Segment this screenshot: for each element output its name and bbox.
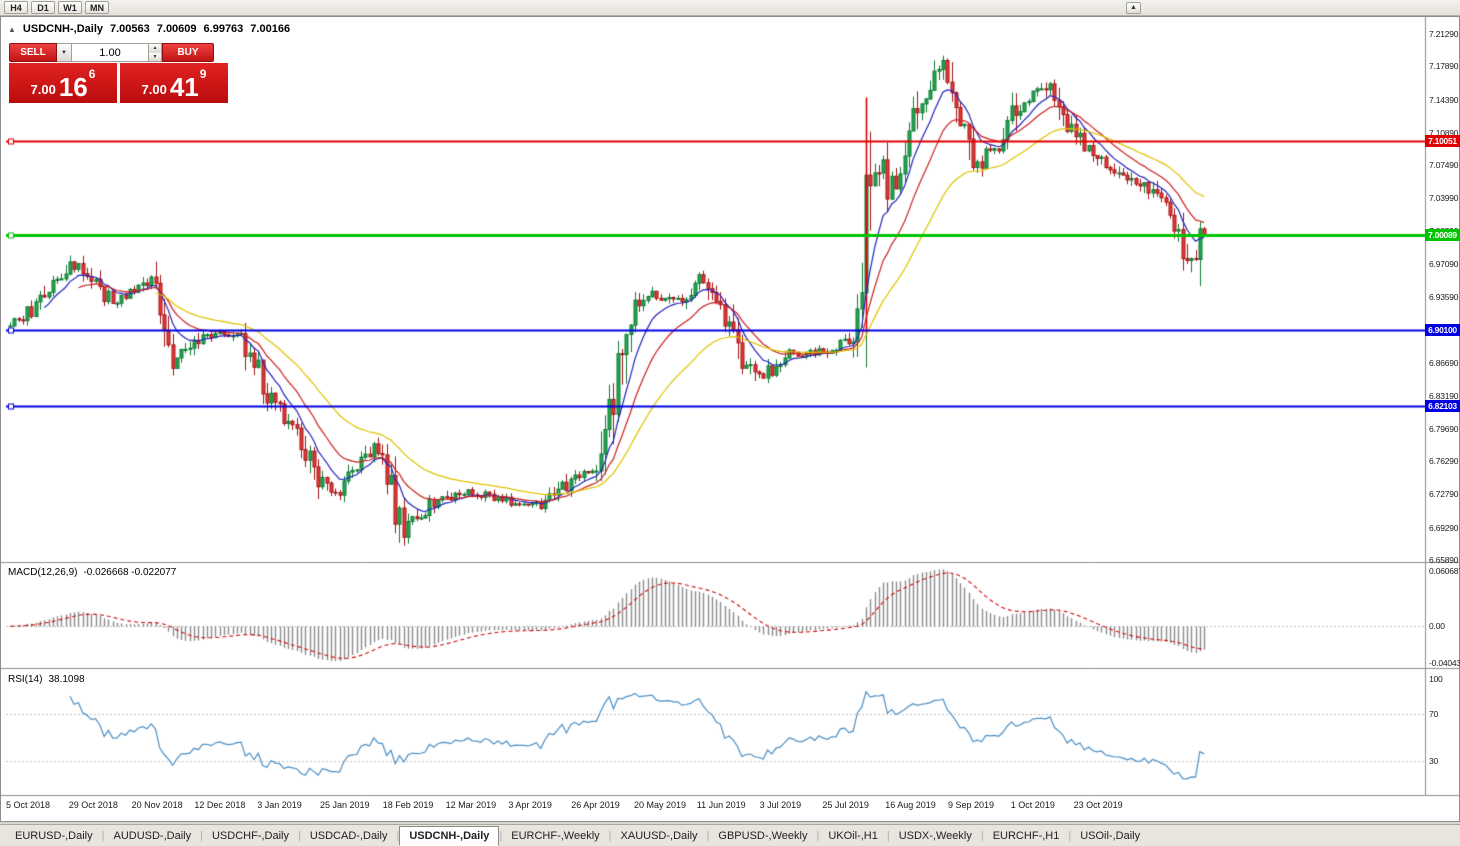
chart-tab-usdcad-daily[interactable]: USDCAD-,Daily	[309, 829, 388, 842]
volume-input[interactable]	[72, 43, 149, 62]
chart-tab-bar: EURUSD-,Daily | AUDUSD-,Daily | USDCHF-,Dail…	[0, 824, 1460, 846]
buy-price-big-figure: 7.00	[141, 82, 167, 97]
symbol-period-label: USDCNH-,Daily	[22, 23, 103, 35]
chart-tab-usdchf-daily[interactable]: USDCHF-,Daily	[211, 829, 289, 842]
chart-shift-icon[interactable]: ▲	[1126, 2, 1141, 14]
buy-price-box[interactable]: 7.00 41 9	[120, 63, 228, 103]
volume-stepper[interactable]: ▲ ▼	[149, 43, 162, 62]
timeframe-button[interactable]: MN	[85, 1, 109, 14]
chart-tab-usdcnh-daily[interactable]: USDCNH-,Daily	[399, 826, 500, 846]
buy-button[interactable]: BUY	[162, 43, 214, 62]
macd-title: MACD(12,26,9)	[8, 567, 78, 578]
stepper-down-icon[interactable]: ▼	[149, 52, 161, 61]
chart-canvas[interactable]	[1, 17, 1459, 821]
timeframe-button[interactable]: W1	[58, 1, 82, 14]
chart-tab-usoil-daily[interactable]: USOil-,Daily	[1080, 829, 1141, 842]
buy-price-pipette: 9	[199, 67, 207, 81]
timeframe-button[interactable]: D1	[31, 1, 55, 14]
chevron-down-icon: ▼	[61, 49, 67, 56]
sell-price-pipette: 6	[88, 67, 96, 81]
chart-tab-eurusd-daily[interactable]: EURUSD-,Daily	[15, 829, 93, 842]
tab-separator: |	[101, 829, 105, 842]
tab-separator: |	[886, 829, 890, 842]
volume-dropdown-button[interactable]: ▼	[57, 43, 72, 62]
one-click-trading-panel: SELL ▼ ▲ ▼ BUY 7.00 16 6 7.00 41 9	[9, 43, 228, 103]
tab-separator: |	[396, 829, 400, 842]
timeframe-button[interactable]: H4	[4, 1, 28, 14]
macd-indicator-label: MACD(12,26,9) -0.026668 -0.022077	[8, 567, 176, 578]
tab-separator: |	[608, 829, 612, 842]
sell-price-big-figure: 7.00	[30, 82, 56, 97]
sell-button[interactable]: SELL	[9, 43, 57, 62]
tab-separator: |	[1068, 829, 1072, 842]
tab-separator: |	[499, 829, 503, 842]
chart-tab-xauusd-daily[interactable]: XAUUSD-,Daily	[620, 829, 698, 842]
stepper-up-icon[interactable]: ▲	[149, 44, 161, 53]
rsi-value: 38.1098	[48, 674, 85, 685]
chart-tab-ukoil-h1[interactable]: UKOil-,H1	[828, 829, 878, 842]
chart-tab-eurchf-h1[interactable]: EURCHF-,H1	[992, 829, 1060, 842]
low-value: 6.99763	[203, 23, 244, 35]
rsi-indicator-label: RSI(14) 38.1098	[8, 674, 85, 685]
timeframe-toolbar: H4 D1 W1 MN ▲	[0, 0, 1460, 16]
open-value: 7.00563	[110, 23, 150, 35]
buy-price-pips: 41	[169, 72, 199, 102]
close-value: 7.00166	[250, 23, 291, 35]
tab-separator: |	[816, 829, 820, 842]
sell-price-box[interactable]: 7.00 16 6	[9, 63, 117, 103]
chart-tab-audusd-daily[interactable]: AUDUSD-,Daily	[113, 829, 192, 842]
one-click-collapse-icon[interactable]: ▲	[8, 24, 16, 34]
chart-window: 7.21290 7.17890 7.14390 7.10890 7.07490 7.039…	[0, 16, 1460, 822]
macd-values: -0.026668 -0.022077	[83, 567, 177, 578]
tab-separator: |	[980, 829, 984, 842]
tab-separator: |	[297, 829, 301, 842]
tab-separator: |	[706, 829, 710, 842]
chart-title: ▲ USDCNH-,Daily 7.00563 7.00609 6.99763 …	[8, 23, 290, 35]
high-value: 7.00609	[156, 23, 197, 35]
chart-tab-gbpusd-weekly[interactable]: GBPUSD-,Weekly	[718, 829, 808, 842]
sell-price-pips: 16	[58, 72, 88, 102]
ohlc-readout: 7.00563 7.00609 6.99763 7.00166	[110, 23, 290, 35]
chart-tab-usdx-weekly[interactable]: USDX-,Weekly	[898, 829, 972, 842]
tab-separator: |	[200, 829, 203, 842]
chart-tab-eurchf-weekly[interactable]: EURCHF-,Weekly	[511, 829, 600, 842]
rsi-title: RSI(14)	[8, 674, 43, 685]
timeframe-buttons: H4 D1 W1 MN	[4, 1, 109, 14]
